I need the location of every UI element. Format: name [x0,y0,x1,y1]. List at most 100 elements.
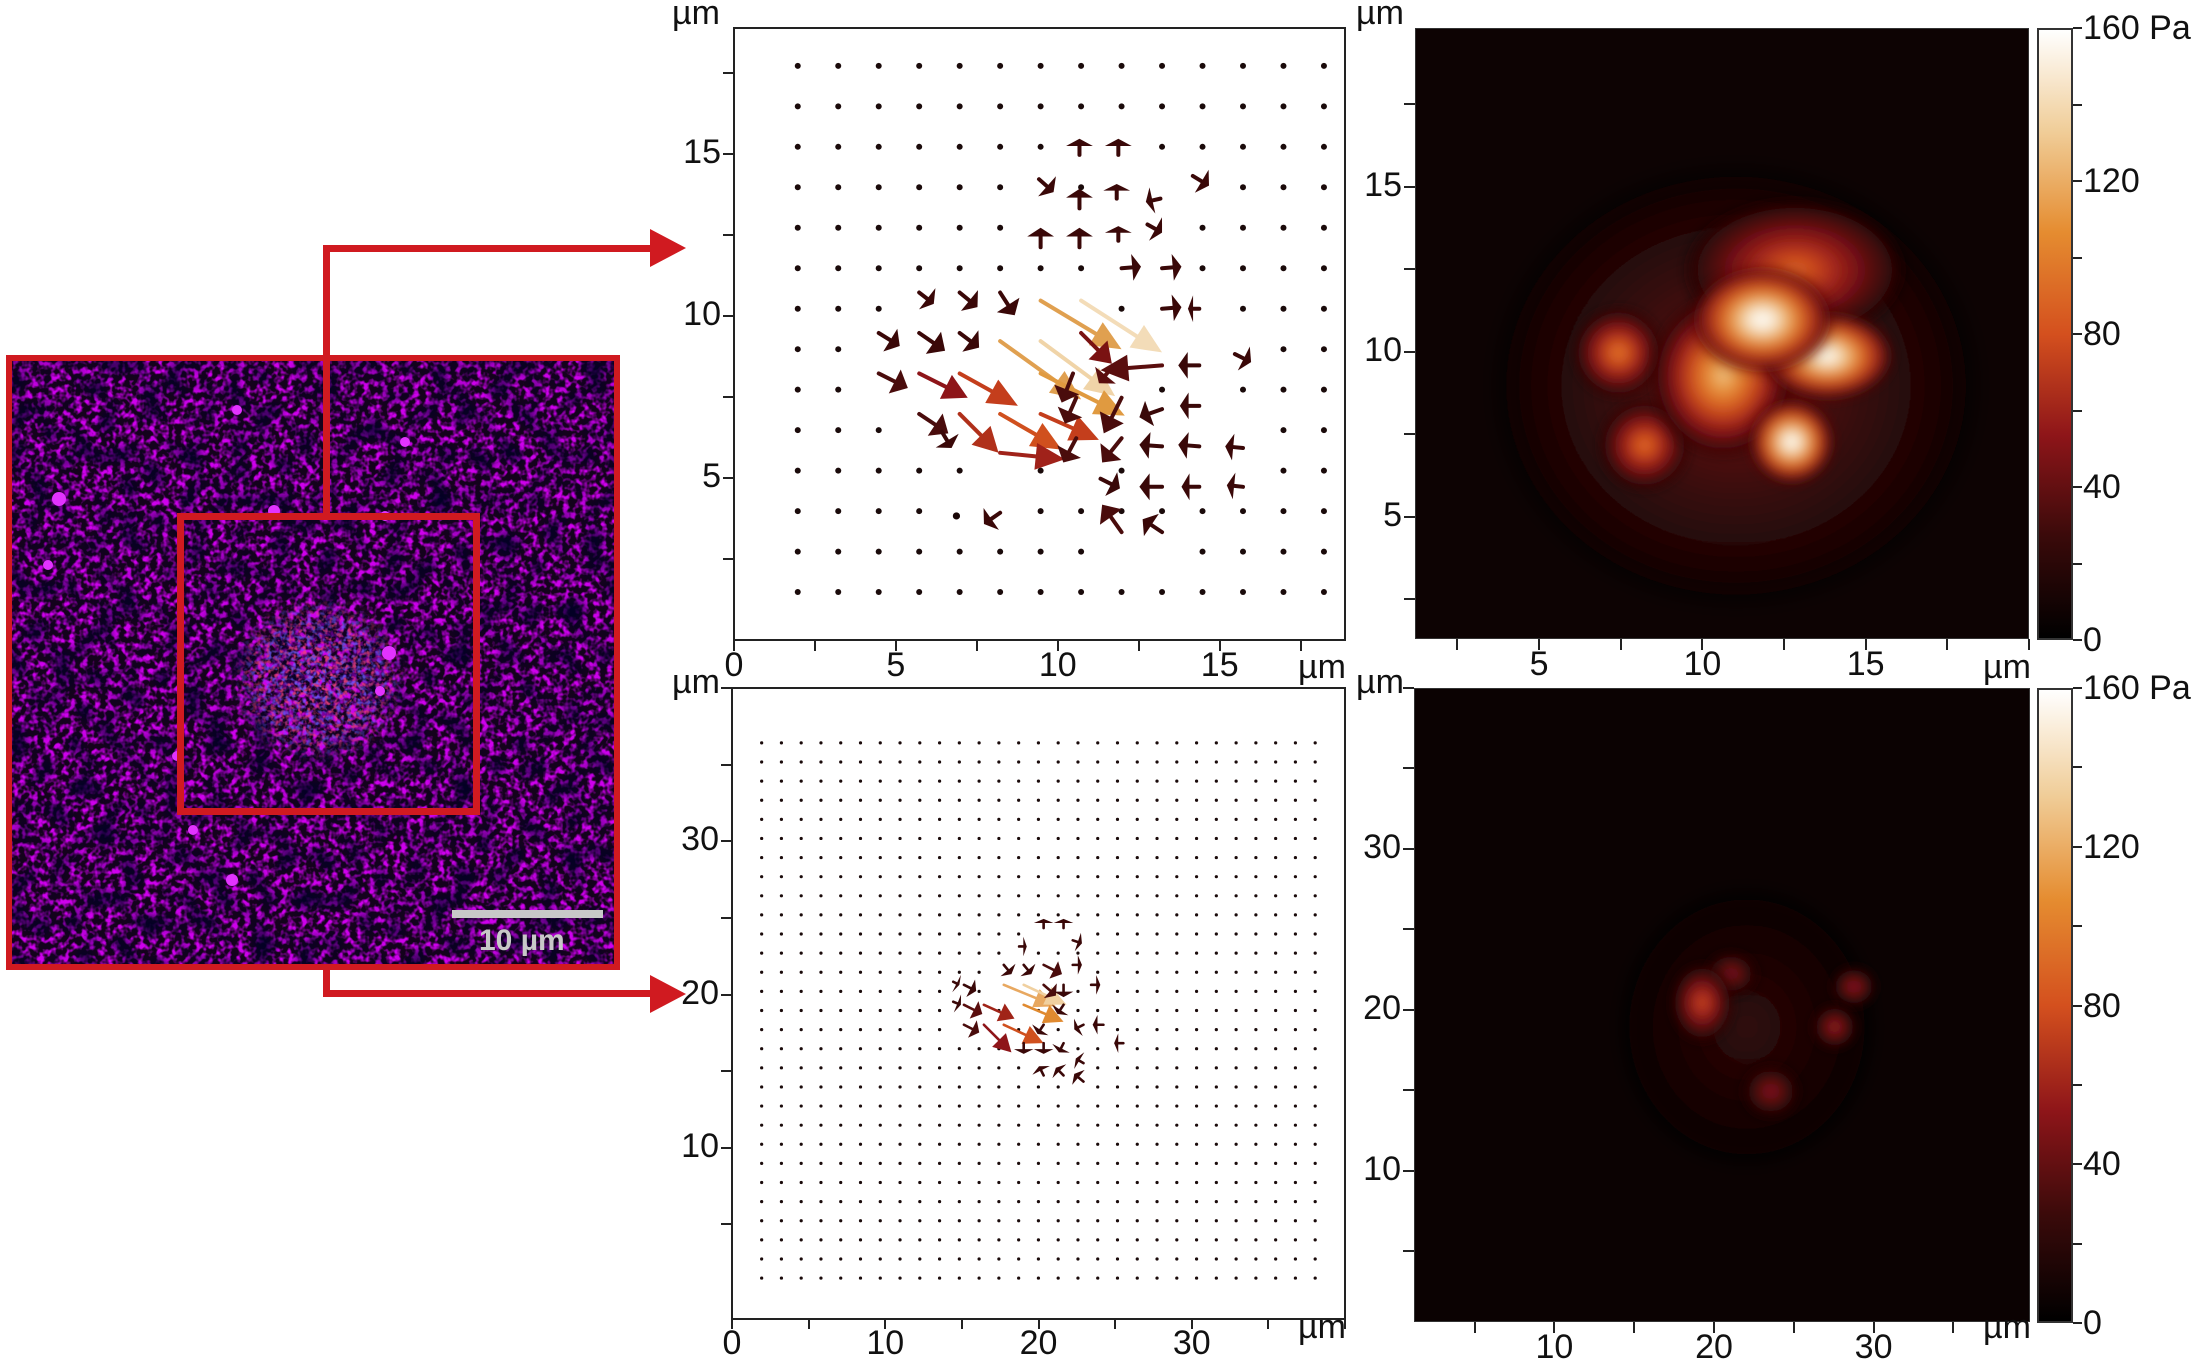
colorbar-label: 0 [2083,1304,2102,1342]
x-tick-label: 0 [724,646,744,684]
x-tick [1872,1322,1875,1333]
y-tick [723,396,734,399]
y-tick [1403,1089,1414,1092]
micrograph-image [7,356,619,969]
x-tick [2028,639,2030,650]
y-tick [1403,687,1414,689]
y-tick-label: 20 [681,973,719,1012]
colorbar-tick [2073,409,2082,412]
colorbar-tick [2073,486,2082,488]
y-tick-label: 30 [681,820,719,859]
y-tick [723,153,734,156]
x-tick-label: 5 [886,646,906,684]
colorbar-label: 120 [2083,827,2140,866]
y-tick [1404,185,1415,188]
y-tick [721,993,732,996]
colorbar-label: 160 Pa [2083,9,2191,47]
y-tick [1403,1169,1414,1172]
y-tick [1403,1250,1414,1253]
x-tick [733,640,735,651]
x-tick [807,1318,810,1329]
colorbar-tick [2073,639,2082,641]
x-tick [1792,1322,1795,1333]
x-tick [894,640,897,651]
y-tick [1404,598,1415,601]
y-tick [721,763,732,766]
top-heatmap-y-unit: µm [1356,0,1404,32]
x-tick [1553,1322,1556,1333]
y-tick [721,916,732,919]
x-tick [1267,1318,1270,1329]
x-tick [1456,639,1459,650]
x-tick [1037,1318,1040,1329]
bottom-heatmap-image [1612,881,1881,1173]
y-tick [723,72,734,75]
y-tick [1404,515,1415,518]
scale-bar-label: 10 µm [479,924,565,957]
colorbar-tick [2073,27,2082,29]
x-tick [1299,640,1302,651]
x-tick-label: 5 [1529,645,1549,683]
bottom-quiver-y-unit: µm [672,663,720,701]
y-tick [1403,928,1414,931]
y-tick-label: 30 [1363,827,1401,866]
roi-box[interactable] [177,513,480,815]
y-tick [1404,433,1415,436]
top-quiver-y-unit: µm [672,0,720,32]
y-tick [721,840,732,843]
x-tick-label: 20 [1695,1328,1733,1366]
colorbar-tick [2073,1322,2082,1324]
colorbar-tick [2073,180,2082,182]
top-heatmap-x-unit: µm [1983,648,2031,686]
x-tick [1190,1318,1193,1329]
y-tick [1403,847,1414,850]
y-tick [1404,350,1415,353]
bottom-quiver-plot [731,687,1346,1320]
x-tick [884,1318,887,1329]
x-tick-label: 0 [722,1324,742,1362]
x-tick [1218,640,1221,651]
colorbar-tick [2073,1004,2082,1007]
y-tick [721,1146,732,1149]
x-tick [1473,1322,1476,1333]
x-tick-label: 30 [1854,1328,1893,1366]
colorbar-tick [2073,256,2082,259]
colorbar-tick [2073,845,2082,848]
x-tick [1701,639,1704,650]
x-tick-label: 15 [1846,645,1885,683]
top-heatmap-plot [1415,28,2029,639]
y-tick [721,1223,732,1226]
bottom-heatmap-x-unit: µm [1983,1308,2031,1346]
x-tick [1114,1318,1117,1329]
x-tick [731,1318,733,1329]
top-quiver-x-unit: µm [1298,648,1346,686]
colorbar-label: 40 [2083,1145,2121,1184]
bottom-heatmap-plot [1414,688,2030,1322]
y-tick-label: 20 [1363,988,1401,1027]
y-tick [723,558,734,561]
y-tick-label: 15 [683,133,721,172]
top-quiver-plot [733,27,1346,641]
micrograph-frame [6,355,620,970]
bottom-quiver-vectors [760,741,1317,1280]
y-tick-label: 10 [1364,330,1402,369]
colorbar-tick [2073,687,2082,689]
y-tick [721,687,732,689]
colorbar-tick [2073,1083,2082,1086]
top-heatmap-image [1484,157,1988,615]
colorbar-label: 0 [2083,621,2102,659]
x-tick-label: 10 [1535,1328,1574,1366]
colorbar-tick [2073,766,2082,769]
x-tick-label: 10 [1683,645,1722,683]
x-tick-label: 20 [1019,1324,1058,1362]
x-tick [1137,640,1140,651]
x-tick-label: 10 [1038,646,1077,684]
y-tick-label: 15 [1364,165,1402,204]
x-tick [813,640,816,651]
bottom-quiver-x-unit: µm [1298,1308,1346,1346]
x-tick [1633,1322,1636,1333]
x-tick [1619,639,1622,650]
y-tick [1403,767,1414,770]
colorbar-tick [2073,1242,2082,1245]
colorbar-label: 40 [2083,468,2121,506]
